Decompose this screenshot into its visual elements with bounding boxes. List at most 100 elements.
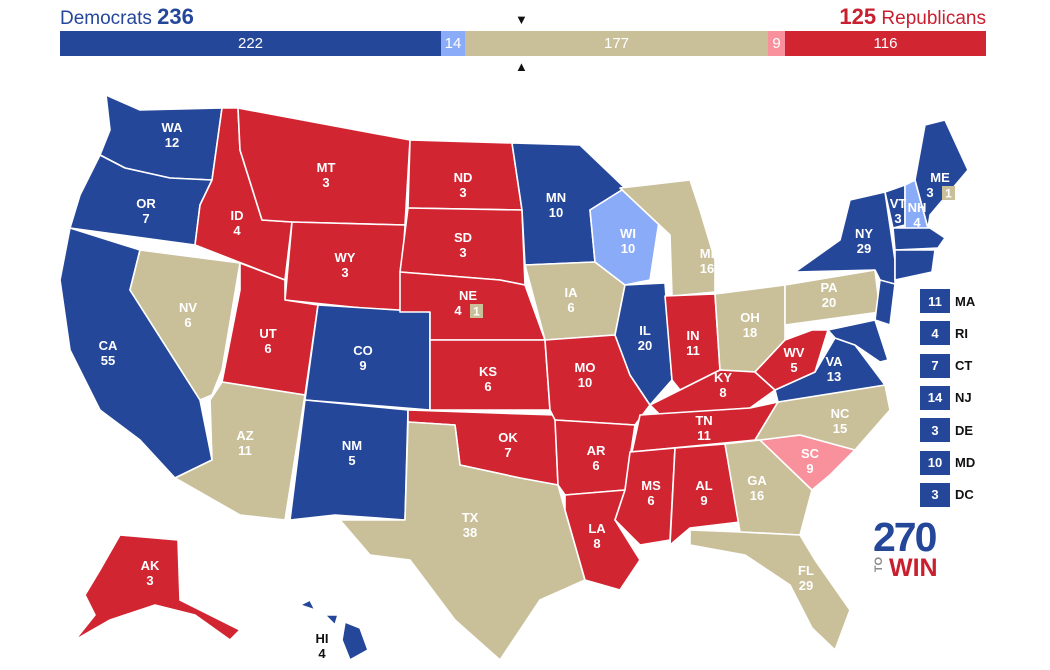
bar-segment-safe-republican: 116	[785, 31, 986, 56]
state-ev-nm: 5	[348, 453, 355, 468]
majority-marker-up-icon: ▲	[515, 59, 528, 74]
state-label-id: ID	[231, 208, 244, 223]
bar-segment-lean-republican: 9	[768, 31, 785, 56]
state-ev-co: 9	[359, 358, 366, 373]
state-ev-sd: 3	[459, 245, 466, 260]
state-ev-nc: 15	[833, 421, 847, 436]
democrats-total: 236	[157, 4, 194, 29]
small-state-ev-dc[interactable]: 3	[920, 482, 950, 507]
state-nm[interactable]	[289, 399, 409, 521]
state-label-va: VA	[825, 354, 843, 369]
state-ev-tn: 11	[697, 428, 711, 443]
state-ev-nd: 3	[459, 185, 466, 200]
small-state-ev-ct[interactable]: 7	[920, 353, 950, 378]
state-label-mo: MO	[575, 360, 596, 375]
state-ev-fl: 29	[799, 578, 813, 593]
state-label-nd: ND	[454, 170, 473, 185]
small-state-ev-nj[interactable]: 14	[920, 385, 950, 410]
state-ev-nh: 4	[913, 215, 921, 230]
state-ev-hi: 4	[318, 646, 326, 661]
state-label-nm: NM	[342, 438, 362, 453]
state-ev-tx: 38	[463, 525, 477, 540]
state-ma[interactable]	[892, 227, 946, 251]
state-ga[interactable]	[724, 439, 813, 536]
state-ev-al: 9	[700, 493, 707, 508]
state-ev-sc: 9	[806, 461, 813, 476]
state-label-il: IL	[639, 323, 651, 338]
state-ev-wa: 12	[165, 135, 179, 150]
state-ev-ar: 6	[592, 458, 599, 473]
state-label-wa: WA	[162, 120, 184, 135]
state-ev-wv: 5	[790, 360, 797, 375]
state-ev-ms: 6	[647, 493, 654, 508]
small-state-name-ri: RI	[955, 325, 968, 341]
state-label-tn: TN	[695, 413, 712, 428]
state-label-ks: KS	[479, 364, 497, 379]
state-ev-ak: 3	[146, 573, 153, 588]
state-label-wy: WY	[335, 250, 356, 265]
logo-number: 270	[873, 514, 937, 560]
state-tx[interactable]	[339, 421, 586, 661]
state-label-ga: GA	[747, 473, 767, 488]
bar-segment-tossup: 177	[465, 31, 768, 56]
state-ev-az: 11	[238, 443, 252, 458]
state-label-ny: NY	[855, 226, 873, 241]
state-ev-ut: 6	[264, 341, 271, 356]
state-ev-ne: 4	[454, 303, 462, 318]
state-label-hi: HI	[316, 631, 329, 646]
state-label-ut: UT	[259, 326, 276, 341]
republicans-total: 125	[839, 4, 877, 29]
state-ev-va: 13	[827, 369, 841, 384]
state-az[interactable]	[174, 381, 306, 521]
state-label-wv: WV	[784, 345, 805, 360]
state-label-la: LA	[588, 521, 606, 536]
state-ev-mt: 3	[322, 175, 329, 190]
state-ak[interactable]	[74, 534, 241, 641]
state-fl[interactable]	[689, 529, 851, 651]
state-ev-nv: 6	[184, 315, 191, 330]
state-ev-pa: 20	[822, 295, 836, 310]
state-label-ca: CA	[99, 338, 118, 353]
bar-segment-safe-democrat: 222	[60, 31, 441, 56]
small-state-name-md: MD	[955, 455, 976, 470]
state-de-md[interactable]	[827, 319, 889, 363]
small-state-ev-de[interactable]: 3	[920, 418, 950, 443]
state-hi[interactable]	[299, 599, 369, 661]
state-label-co: CO	[353, 343, 373, 358]
majority-marker-down-icon: ▼	[515, 12, 528, 27]
state-ev-wy: 3	[341, 265, 348, 280]
state-label-vt: VT	[890, 196, 907, 211]
state-ct-ri[interactable]	[894, 249, 936, 281]
state-label-mn: MN	[546, 190, 566, 205]
state-label-mt: MT	[317, 160, 336, 175]
state-ev-wi: 10	[621, 241, 635, 256]
electoral-vote-bar: 222 14 177 9 116	[60, 31, 986, 56]
state-ev-mn: 10	[549, 205, 563, 220]
state-label-ms: MS	[641, 478, 661, 493]
state-ev-mo: 10	[578, 375, 592, 390]
small-state-ev-ri[interactable]: 4	[920, 321, 950, 346]
state-label-az: AZ	[236, 428, 253, 443]
state-label-in: IN	[687, 328, 700, 343]
state-label-pa: PA	[820, 280, 838, 295]
district-box-ne[interactable]	[470, 304, 483, 318]
logo-to: TO	[873, 557, 885, 573]
district-box-me[interactable]	[942, 186, 955, 200]
state-mi[interactable]	[619, 179, 716, 297]
state-ev-or: 7	[142, 211, 149, 226]
state-nj[interactable]	[874, 279, 896, 326]
state-label-nv: NV	[179, 300, 197, 315]
small-state-name-de: DE	[955, 422, 974, 438]
state-ev-me: 3	[926, 185, 933, 200]
state-ev-ks: 6	[484, 379, 491, 394]
small-state-ev-ma[interactable]: 11	[920, 289, 950, 313]
state-label-ia: IA	[565, 285, 579, 300]
state-ev-ky: 8	[719, 385, 726, 400]
state-label-fl: FL	[798, 563, 814, 578]
democrats-label: Democrats	[60, 8, 152, 29]
state-ev-vt: 3	[894, 211, 901, 226]
small-state-ev-md[interactable]: 10	[920, 450, 950, 475]
state-al[interactable]	[669, 443, 741, 546]
state-label-ky: KY	[714, 370, 732, 385]
